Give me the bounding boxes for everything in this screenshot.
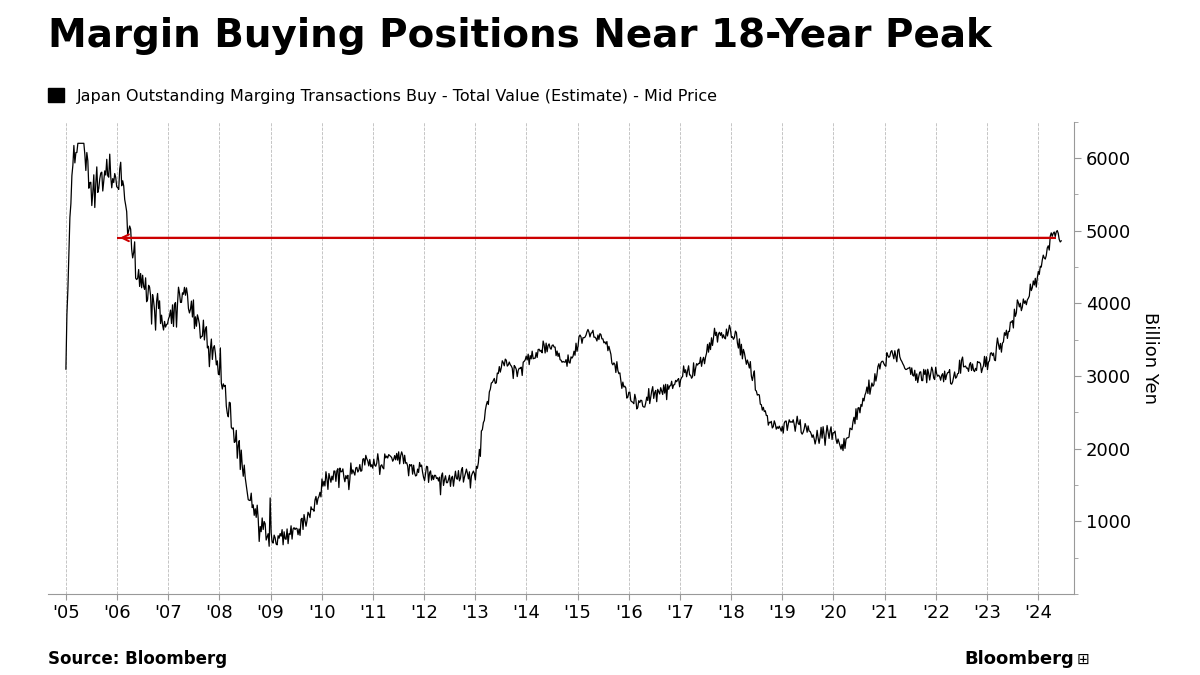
Text: Margin Buying Positions Near 18-Year Peak: Margin Buying Positions Near 18-Year Pea… bbox=[48, 17, 991, 55]
Text: ⊞: ⊞ bbox=[1076, 652, 1090, 667]
Text: Bloomberg: Bloomberg bbox=[965, 650, 1074, 668]
Y-axis label: Billion Yen: Billion Yen bbox=[1141, 312, 1159, 404]
Legend: Japan Outstanding Marging Transactions Buy - Total Value (Estimate) - Mid Price: Japan Outstanding Marging Transactions B… bbox=[48, 88, 718, 103]
Text: Source: Bloomberg: Source: Bloomberg bbox=[48, 650, 227, 668]
